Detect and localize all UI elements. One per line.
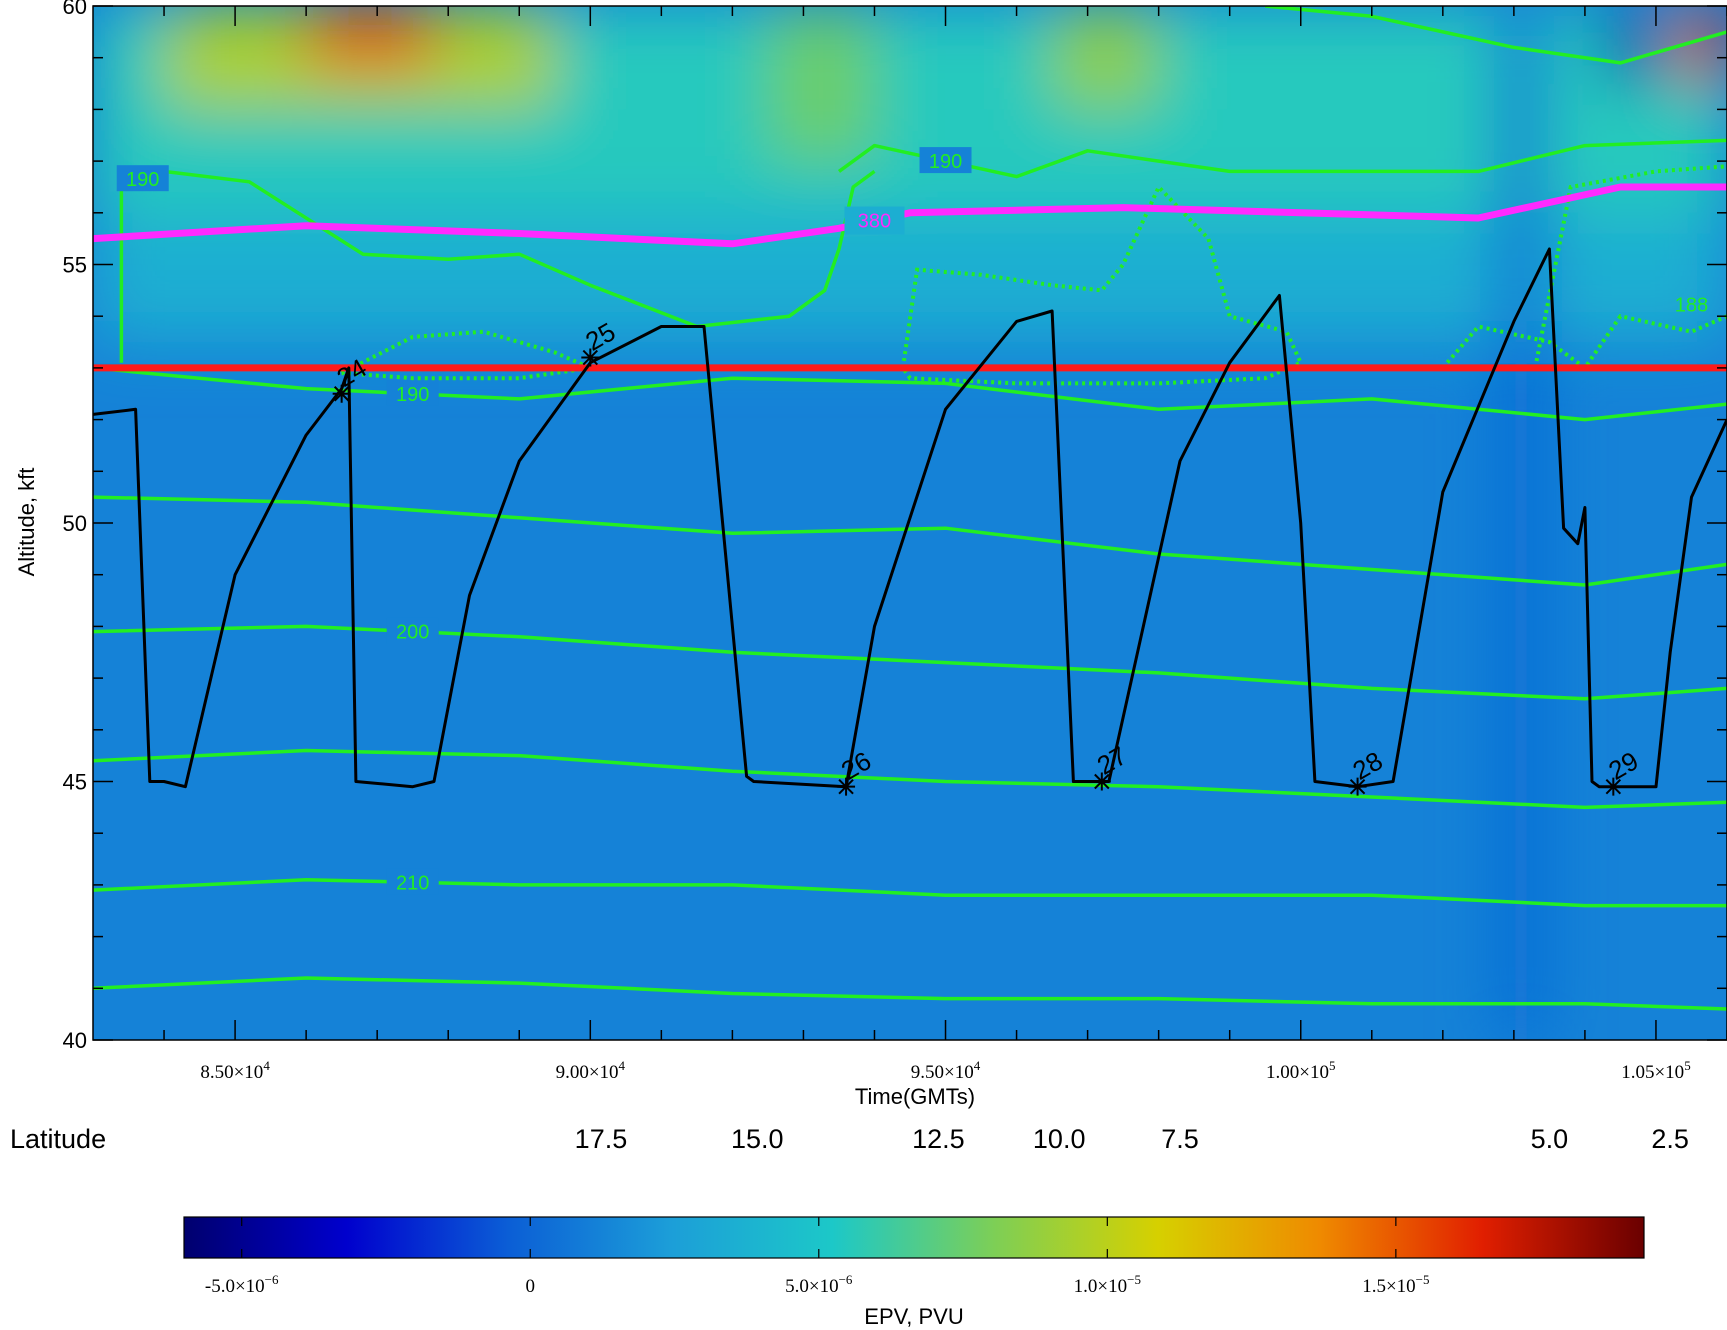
contour-label-bg [386, 868, 439, 895]
theta-contour-line [93, 748, 1727, 810]
colorbar-gradient [183, 1216, 1645, 1259]
x-tick-label: 1.05×105 [1621, 1058, 1690, 1083]
colorbar: EPV, PVU -5.0×10−6 0 5.0×10−6 1.0×10−5 1.5×1… [183, 1216, 1645, 1329]
epv-field [93, 6, 1727, 1040]
theta-contour-line [93, 877, 1727, 908]
flight-marker-star [332, 384, 351, 403]
contour-label: 190 [396, 384, 429, 406]
field-region [1606, 6, 1656, 84]
flight-marker-star [581, 348, 600, 367]
y-tick-label: 55 [63, 253, 87, 278]
y-tick-label: 45 [63, 770, 87, 795]
x-tick-label: 9.50×104 [911, 1058, 981, 1083]
y-axis-label: Altitude, kft [14, 468, 39, 577]
flight-track [93, 247, 1727, 789]
dotted-contour-line [340, 329, 598, 381]
field-region [306, 6, 435, 69]
x-axis: 8.50×104 9.00×104 9.50×104 1.00×105 1.05×105 [163, 6, 1727, 1083]
colorbar-tick-label: 0 [525, 1276, 535, 1297]
field-region [93, 212, 1727, 343]
latitude-tick-label: 12.5 [912, 1124, 965, 1154]
x-tick-label: 9.00×104 [556, 1058, 626, 1083]
theta-380-label-bg [844, 206, 905, 235]
dotted-contour-line [1533, 164, 1727, 369]
colorbar-tick-label: 1.5×10−5 [1362, 1272, 1429, 1297]
contour-label: 190 [929, 151, 962, 173]
y-tick-label: 40 [63, 1028, 87, 1053]
colorbar-tick-label: 5.0×10−6 [785, 1272, 853, 1297]
flight-marker-star [1348, 777, 1367, 796]
flight-marker-star [1092, 772, 1111, 791]
x-tick-label: 8.50×104 [200, 1058, 270, 1083]
latitude-tick-label: 7.5 [1161, 1124, 1199, 1154]
theta-contour-line [119, 169, 876, 363]
colorbar-tick-label: 1.0×10−5 [1074, 1272, 1141, 1297]
latitude-label: Latitude [10, 1124, 106, 1154]
latitude-tick-label: 15.0 [731, 1124, 784, 1154]
contour-label: 190 [126, 169, 159, 191]
theta-contour-line [1265, 6, 1727, 65]
contour-label-bg [386, 617, 439, 644]
latitude-axis: Latitude 17.5 15.0 12.5 10.0 7.5 5.0 2.5 [10, 1124, 1689, 1154]
y-tick-label: 60 [63, 0, 87, 19]
latitude-tick-label: 10.0 [1033, 1124, 1086, 1154]
theta-contour-line [93, 976, 1727, 1011]
contour-label: 200 [396, 622, 429, 644]
theta-380-label: 380 [858, 211, 891, 233]
contour-label: 188 [1675, 295, 1708, 317]
latitude-tick-label: 5.0 [1531, 1124, 1569, 1154]
field-region [1052, 6, 1159, 110]
contour-label-bg [919, 147, 972, 174]
colorbar-label: EPV, PVU [864, 1304, 963, 1329]
field-region [767, 6, 875, 162]
contour-label: 210 [396, 872, 429, 894]
flight-marker-star [837, 777, 856, 796]
theta-380-line [93, 183, 1727, 248]
contour-label-bg [386, 379, 439, 406]
flight-marker-star [1604, 777, 1623, 796]
y-tick-label: 50 [63, 511, 87, 536]
theta-contour-line [93, 495, 1727, 587]
latitude-tick-label: 17.5 [575, 1124, 628, 1154]
latitude-tick-label: 2.5 [1651, 1124, 1689, 1154]
x-tick-label: 1.00×105 [1266, 1058, 1335, 1083]
theta-contour-line [93, 366, 1727, 422]
colorbar-tick-label: -5.0×10−6 [205, 1272, 279, 1297]
y-axis: 40 45 50 55 60 [63, 0, 1727, 1053]
field-blend [93, 6, 1727, 1040]
field-region [1499, 6, 1543, 1040]
theta-contour-line [93, 624, 1727, 701]
contour-label-bg [116, 165, 169, 192]
x-axis-label: Time(GMTs) [855, 1084, 975, 1109]
